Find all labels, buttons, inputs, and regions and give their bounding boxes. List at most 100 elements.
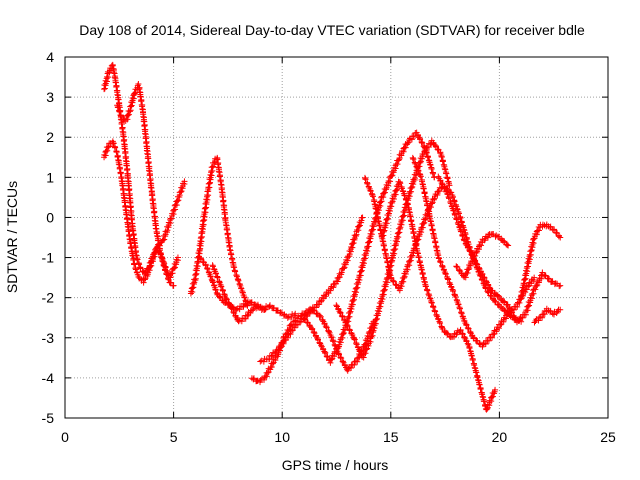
- data-point: [525, 303, 532, 310]
- data-point: [412, 242, 419, 249]
- data-point: [129, 252, 136, 259]
- data-point: [406, 137, 413, 144]
- data-point: [126, 236, 133, 243]
- y-tick-label: 2: [46, 129, 54, 145]
- data-point: [431, 235, 438, 242]
- data-point: [322, 349, 329, 356]
- data-point: [423, 197, 430, 204]
- data-point: [163, 271, 170, 278]
- data-point: [139, 106, 146, 113]
- data-point: [444, 190, 451, 197]
- data-point: [261, 306, 268, 313]
- y-tick-label: -5: [42, 410, 55, 426]
- data-point: [533, 282, 540, 289]
- data-point: [421, 190, 428, 197]
- x-tick-label: 25: [600, 429, 616, 445]
- series-track-7: [248, 214, 366, 386]
- data-point: [450, 287, 457, 294]
- data-point: [468, 352, 475, 359]
- data-point: [335, 305, 342, 312]
- data-point: [361, 174, 368, 181]
- data-point: [340, 330, 347, 337]
- data-point: [110, 69, 117, 76]
- data-point: [492, 386, 499, 393]
- data-point: [475, 376, 482, 383]
- data-point: [296, 319, 303, 326]
- data-point: [522, 267, 529, 274]
- data-point: [468, 258, 475, 265]
- data-point: [452, 211, 459, 218]
- data-point: [439, 158, 446, 165]
- data-point: [329, 337, 336, 344]
- data-point: [204, 266, 211, 273]
- series-track-14: [435, 173, 564, 326]
- data-point: [135, 80, 142, 87]
- data-point: [471, 362, 478, 369]
- data-point: [127, 240, 134, 247]
- data-point: [431, 234, 438, 241]
- data-point: [114, 153, 121, 160]
- data-point: [379, 238, 386, 245]
- data-point: [408, 218, 415, 225]
- data-point: [223, 222, 230, 229]
- data-point: [192, 272, 199, 279]
- data-point: [323, 324, 330, 331]
- data-point: [215, 168, 222, 175]
- data-point: [168, 279, 175, 286]
- data-point: [445, 276, 452, 283]
- data-point: [404, 140, 411, 147]
- data-point: [385, 264, 392, 271]
- data-point: [432, 143, 439, 150]
- data-point: [366, 338, 373, 345]
- data-point: [414, 249, 421, 256]
- data-point: [227, 251, 234, 258]
- data-point: [328, 333, 335, 340]
- data-point: [292, 310, 299, 317]
- data-point: [223, 296, 230, 303]
- data-point: [404, 201, 411, 208]
- data-point: [344, 322, 351, 329]
- data-point: [356, 223, 363, 230]
- data-point: [459, 233, 466, 240]
- data-point: [370, 193, 377, 200]
- data-point: [363, 346, 370, 353]
- data-point: [428, 299, 435, 306]
- data-point: [137, 93, 144, 100]
- data-point: [160, 262, 167, 269]
- data-point: [456, 266, 463, 273]
- data-point: [415, 254, 422, 261]
- data-point: [170, 282, 177, 289]
- data-point: [309, 325, 316, 332]
- data-point: [418, 266, 425, 273]
- data-point: [552, 280, 559, 287]
- data-point: [188, 288, 195, 295]
- data-point: [452, 293, 459, 300]
- data-point: [119, 187, 126, 194]
- data-point: [314, 336, 321, 343]
- data-point: [110, 140, 117, 147]
- data-point: [415, 167, 422, 174]
- data-point: [427, 161, 434, 168]
- y-tick-label: -4: [42, 370, 55, 386]
- data-point: [333, 277, 340, 284]
- data-point: [109, 62, 116, 69]
- data-point: [392, 246, 399, 253]
- data-point: [362, 247, 369, 254]
- data-point: [226, 246, 233, 253]
- data-point: [450, 207, 457, 214]
- data-point: [457, 326, 464, 333]
- data-point: [121, 145, 128, 152]
- data-point: [341, 361, 348, 368]
- data-point: [529, 239, 536, 246]
- data-point: [495, 301, 502, 308]
- data-point: [129, 227, 136, 234]
- data-point: [275, 347, 282, 354]
- data-point: [369, 191, 376, 198]
- data-point: [390, 250, 397, 257]
- data-point: [505, 242, 512, 249]
- series-track-15: [453, 230, 512, 281]
- data-point: [152, 225, 159, 232]
- data-point: [375, 217, 382, 224]
- data-point: [351, 335, 358, 342]
- data-point: [386, 267, 393, 274]
